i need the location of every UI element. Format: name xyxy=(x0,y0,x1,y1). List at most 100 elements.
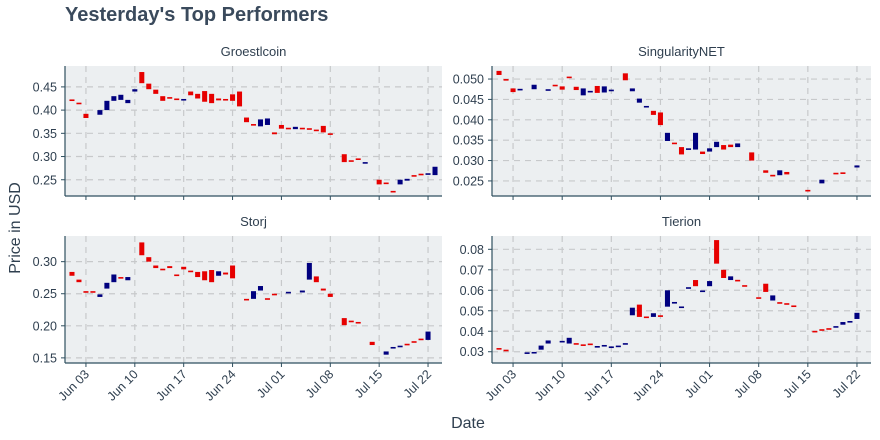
candle-down xyxy=(223,272,229,275)
candle-up xyxy=(390,346,396,349)
candle-up xyxy=(264,118,270,125)
candle-up xyxy=(707,281,713,287)
candle-up xyxy=(292,126,298,130)
x-tick-label: Jul 15 xyxy=(780,367,814,401)
y-tick-label: 0.06 xyxy=(460,284,484,298)
candle-down xyxy=(327,133,333,135)
candle-down xyxy=(496,348,502,350)
candle-up xyxy=(685,148,692,150)
candle-down xyxy=(763,170,769,173)
candle-up xyxy=(566,337,572,344)
candle-down xyxy=(160,268,166,271)
x-axis-label: Date xyxy=(451,415,485,432)
candle-up xyxy=(833,326,839,328)
y-tick-label: 0.20 xyxy=(33,319,57,333)
candle-down xyxy=(250,124,257,126)
candle-up xyxy=(671,301,678,304)
candle-down xyxy=(306,128,312,130)
y-tick-label: 0.25 xyxy=(33,173,57,187)
candle-up xyxy=(125,277,131,281)
candle-up xyxy=(629,307,635,316)
candle-down xyxy=(209,93,215,104)
candle-up xyxy=(531,84,537,90)
candle-down xyxy=(348,320,354,323)
candle-up xyxy=(524,352,530,354)
y-tick-label: 0.030 xyxy=(453,154,484,168)
candle-up xyxy=(132,89,138,92)
candle-up xyxy=(728,276,734,281)
candle-up xyxy=(216,271,222,276)
panel-background xyxy=(492,66,871,196)
candle-down xyxy=(167,97,173,99)
candle-up xyxy=(714,141,720,148)
candle-down xyxy=(573,343,579,345)
candle-up xyxy=(622,343,628,345)
y-tick-label: 0.35 xyxy=(33,127,57,141)
candle-up xyxy=(125,99,131,104)
candle-up xyxy=(362,162,368,164)
x-tick-label: Jun 17 xyxy=(581,367,617,403)
candle-down xyxy=(735,279,741,282)
candle-down xyxy=(69,99,75,102)
y-tick-label: 0.050 xyxy=(453,73,484,87)
candle-down xyxy=(313,276,319,283)
candle-down xyxy=(195,93,201,99)
candle-down xyxy=(69,271,75,276)
candle-down xyxy=(153,89,159,94)
candle-down xyxy=(742,285,748,287)
candle-down xyxy=(404,343,410,346)
candle-down xyxy=(90,291,96,293)
y-tick-label: 0.30 xyxy=(33,150,57,164)
candle-up xyxy=(257,286,263,291)
candle-down xyxy=(244,298,250,301)
candle-down xyxy=(411,175,417,177)
panel-title: Groestlcoin xyxy=(221,44,287,59)
candle-down xyxy=(271,293,277,296)
candle-down xyxy=(840,172,846,174)
candle-down xyxy=(700,151,706,155)
candle-up xyxy=(629,88,635,92)
candle-down xyxy=(216,98,222,101)
candle-up xyxy=(111,274,117,283)
candle-up xyxy=(587,90,593,93)
candle-down xyxy=(411,341,417,343)
candle-down xyxy=(503,79,509,81)
candle-down xyxy=(118,277,124,279)
candle-down xyxy=(230,265,236,279)
y-tick-label: 0.08 xyxy=(460,243,484,257)
candle-down xyxy=(805,189,811,192)
candle-up xyxy=(538,345,544,350)
panel-title: Tierion xyxy=(662,214,701,229)
x-tick-label: Jul 01 xyxy=(682,367,716,401)
candle-down xyxy=(285,127,291,130)
candle-down xyxy=(327,293,333,297)
candle-down xyxy=(355,158,361,160)
candle-up xyxy=(854,312,860,319)
candle-up xyxy=(636,98,642,103)
candle-down xyxy=(833,172,839,175)
candle-down xyxy=(657,315,663,317)
candle-down xyxy=(146,83,152,90)
candle-up xyxy=(104,100,110,111)
candle-up xyxy=(97,294,103,297)
candle-down xyxy=(320,125,326,133)
candle-down xyxy=(174,274,180,277)
candle-up xyxy=(608,89,614,92)
x-tick-label: Jun 03 xyxy=(56,367,92,403)
candle-up xyxy=(118,94,124,100)
candle-up xyxy=(693,132,699,150)
candle-down xyxy=(174,98,180,101)
candle-up xyxy=(425,331,431,340)
candle-up xyxy=(306,262,312,280)
candle-down xyxy=(693,280,699,287)
x-tick-label: Jun 24 xyxy=(630,367,666,403)
chart-title: Yesterday's Top Performers xyxy=(65,4,329,26)
candle-down xyxy=(594,85,600,93)
candle-up xyxy=(615,345,621,348)
candle-up xyxy=(819,179,825,184)
candle-up xyxy=(854,165,860,168)
candle-down xyxy=(369,341,375,346)
candle-up xyxy=(104,282,110,289)
candle-down xyxy=(496,70,502,75)
